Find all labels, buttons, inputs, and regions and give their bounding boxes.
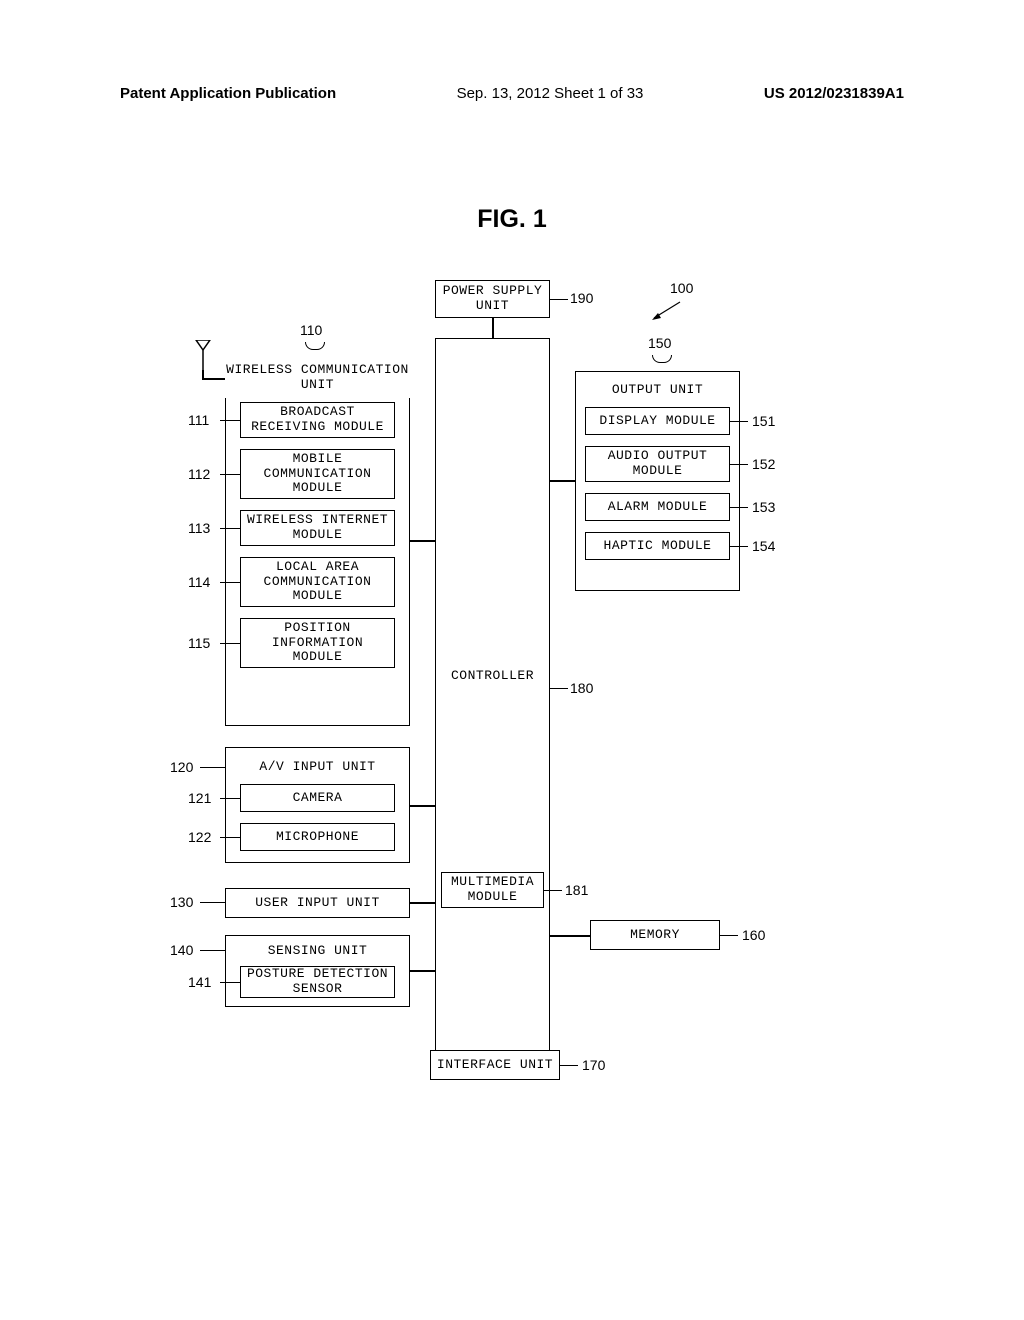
- ref-120: 120: [170, 759, 193, 775]
- ref-160: 160: [742, 927, 765, 943]
- posture-box: POSTURE DETECTION SENSOR: [240, 966, 395, 998]
- antenna-wire-h: [202, 378, 225, 380]
- leader-113: [220, 528, 240, 529]
- leader-130: [200, 902, 225, 903]
- block-diagram: POWER SUPPLY UNIT 190 100 CONTROLLER MUL…: [170, 280, 870, 1100]
- interface-box: INTERFACE UNIT: [430, 1050, 560, 1080]
- sensing-title: SENSING UNIT: [240, 940, 395, 962]
- wire-ctrl-memory: [550, 935, 590, 937]
- leader-154: [730, 546, 748, 547]
- leader-152: [730, 464, 748, 465]
- ref-122: 122: [188, 829, 211, 845]
- ref-180: 180: [570, 680, 593, 696]
- ref-111: 111: [188, 412, 209, 428]
- camera-box: CAMERA: [240, 784, 395, 812]
- ref-190: 190: [570, 290, 593, 306]
- leader-141: [220, 982, 240, 983]
- ref-153: 153: [752, 499, 775, 515]
- header-left: Patent Application Publication: [120, 85, 336, 102]
- leader-181: [544, 890, 562, 891]
- controller-box: CONTROLLER: [435, 338, 550, 1078]
- leader-180: [550, 688, 568, 689]
- haptic-box: HAPTIC MODULE: [585, 532, 730, 560]
- ref-154: 154: [752, 538, 775, 554]
- ref-113: 113: [188, 520, 210, 536]
- leader-151: [730, 421, 748, 422]
- av-input-title: A/V INPUT UNIT: [240, 754, 395, 780]
- wire-wcu-ctrl: [410, 540, 435, 542]
- position-info-box: POSITION INFORMATION MODULE: [240, 618, 395, 668]
- leader-140: [200, 950, 225, 951]
- ref-110: 110: [300, 322, 322, 338]
- ref-115: 115: [188, 635, 210, 651]
- output-unit-title: OUTPUT UNIT: [585, 378, 730, 402]
- arrow-100-line: [650, 300, 682, 322]
- audio-output-box: AUDIO OUTPUT MODULE: [585, 446, 730, 482]
- leader-122: [220, 837, 240, 838]
- wire-sensing-ctrl: [410, 970, 435, 972]
- leader-160: [720, 935, 738, 936]
- leader-111: [220, 420, 240, 421]
- mobile-comm-box: MOBILE COMMUNICATION MODULE: [240, 449, 395, 499]
- leader-112: [220, 474, 240, 475]
- wireless-internet-box: WIRELESS INTERNET MODULE: [240, 510, 395, 546]
- local-area-box: LOCAL AREA COMMUNICATION MODULE: [240, 557, 395, 607]
- user-input-box: USER INPUT UNIT: [225, 888, 410, 918]
- alarm-box: ALARM MODULE: [585, 493, 730, 521]
- ref-152: 152: [752, 456, 775, 472]
- ref-100: 100: [670, 280, 693, 296]
- multimedia-box: MULTIMEDIA MODULE: [441, 872, 544, 908]
- leader-153: [730, 507, 748, 508]
- leader-115: [220, 643, 240, 644]
- ref-130: 130: [170, 894, 193, 910]
- ref-141: 141: [188, 974, 211, 990]
- ref-114: 114: [188, 574, 210, 590]
- wire-ctrl-output: [550, 480, 575, 482]
- ref-112: 112: [188, 466, 210, 482]
- curve-110: [305, 342, 325, 350]
- display-box: DISPLAY MODULE: [585, 407, 730, 435]
- broadcast-box: BROADCAST RECEIVING MODULE: [240, 402, 395, 438]
- curve-150: [652, 355, 672, 363]
- wire-power-ctrl: [492, 318, 494, 338]
- leader-121: [220, 798, 240, 799]
- leader-190: [550, 299, 568, 300]
- memory-box: MEMORY: [590, 920, 720, 950]
- ref-181: 181: [565, 882, 588, 898]
- ref-151: 151: [752, 413, 775, 429]
- header-right: US 2012/0231839A1: [764, 85, 904, 102]
- header-center: Sep. 13, 2012 Sheet 1 of 33: [457, 85, 644, 102]
- leader-114: [220, 582, 240, 583]
- page-header: Patent Application Publication Sep. 13, …: [0, 85, 1024, 102]
- ref-140: 140: [170, 942, 193, 958]
- wire-av-ctrl: [410, 805, 435, 807]
- power-supply-box: POWER SUPPLY UNIT: [435, 280, 550, 318]
- ref-150: 150: [648, 335, 671, 351]
- antenna-icon: [194, 340, 212, 370]
- leader-170: [560, 1065, 578, 1066]
- leader-120: [200, 767, 225, 768]
- figure-title: FIG. 1: [0, 205, 1024, 234]
- ref-170: 170: [582, 1057, 605, 1073]
- wireless-unit-title: WIRELESS COMMUNICATION UNIT: [225, 358, 410, 398]
- microphone-box: MICROPHONE: [240, 823, 395, 851]
- ref-121: 121: [188, 790, 211, 806]
- wire-ui-ctrl: [410, 902, 435, 904]
